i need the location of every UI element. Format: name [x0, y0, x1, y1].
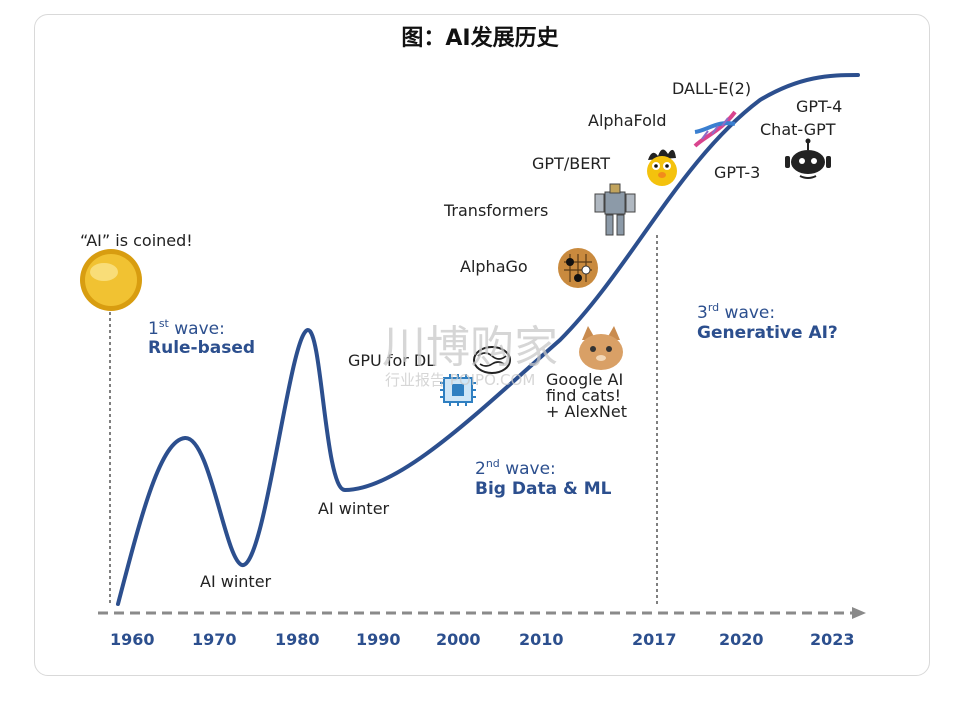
- ai-winter-label-2: AI winter: [318, 499, 390, 518]
- alphago-label: AlphaGo: [460, 257, 528, 276]
- chatbot-icon: [785, 138, 831, 179]
- wave1-name: Rule-based: [148, 338, 255, 358]
- ai-progress-curve: [116, 73, 860, 606]
- robot-icon: [594, 183, 636, 236]
- gpt4-label: GPT-4: [796, 97, 842, 116]
- year-label: 2023: [810, 630, 855, 649]
- dalle-label: DALL-E(2): [672, 79, 751, 98]
- axis-arrow-icon: [852, 607, 866, 619]
- page-title: 图：AI发展历史: [401, 26, 559, 51]
- ai-winter-label-1: AI winter: [200, 572, 272, 591]
- google-label-3: + AlexNet: [546, 402, 627, 421]
- google-label-1: Google AI: [546, 370, 623, 389]
- wave1-heading: 1st wave:: [148, 317, 225, 339]
- wave2-name: Big Data & ML: [475, 479, 612, 499]
- gpt-bert-label: GPT/BERT: [532, 154, 610, 173]
- dna-helix-icon: [693, 110, 737, 148]
- google-label-2: find cats!: [546, 386, 621, 405]
- gold-coin-icon: [80, 249, 142, 311]
- chatgpt-label: Chat-GPT: [760, 120, 836, 139]
- wave3-name: Generative AI?: [697, 323, 838, 343]
- watermark-main: 川博购家: [382, 322, 558, 373]
- gpu-label: GPU for DL: [348, 351, 435, 370]
- transformers-label: Transformers: [443, 201, 548, 220]
- year-label: 2020: [719, 630, 764, 649]
- figure-card: [34, 14, 930, 676]
- alphafold-label: AlphaFold: [588, 111, 667, 130]
- wave2-heading: 2nd wave:: [475, 457, 556, 479]
- year-label: 1990: [356, 630, 401, 649]
- gpu-chip-icon: [440, 374, 476, 406]
- gpt3-label: GPT-3: [714, 163, 760, 182]
- year-label: 1960: [110, 630, 155, 649]
- wave3-heading: 3rd wave:: [697, 301, 775, 323]
- year-label: 2000: [436, 630, 481, 649]
- year-label: 1970: [192, 630, 237, 649]
- watermark-sub: 行业报告 POIPO.COM: [385, 371, 535, 389]
- cat-icon: [579, 326, 623, 370]
- bert-character-icon: [647, 149, 677, 186]
- year-label: 1980: [275, 630, 320, 649]
- year-label: 2010: [519, 630, 564, 649]
- go-board-icon: [558, 248, 598, 288]
- brain-icon: [473, 346, 511, 374]
- year-label: 2017: [632, 630, 677, 649]
- ai-coined-label: “AI” is coined!: [80, 231, 193, 250]
